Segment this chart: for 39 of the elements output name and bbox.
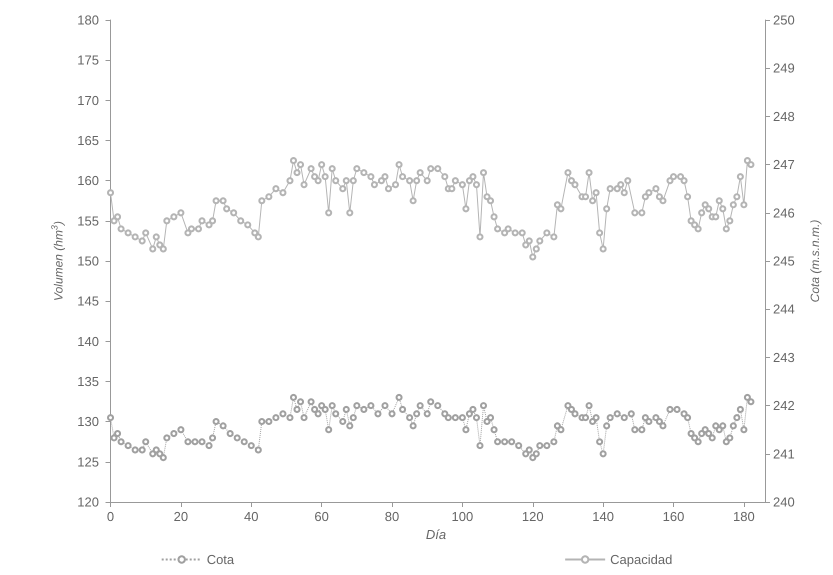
y-tick-label: 160	[77, 173, 99, 188]
x-tick-label: 120	[522, 509, 544, 524]
y-tick-label: 175	[77, 52, 99, 68]
y-tick-label: 130	[77, 414, 99, 430]
x-tick-label: 80	[384, 509, 400, 524]
x-tick-label: 0	[106, 509, 114, 524]
y2-tick-label: 247	[773, 157, 795, 172]
y2-tick-label: 241	[773, 446, 795, 462]
x-tick-label: 100	[452, 509, 474, 524]
y-tick-label: 180	[77, 12, 99, 28]
y2-tick-label: 246	[773, 205, 795, 220]
x-axis-title: Día	[426, 527, 446, 542]
y2-tick-label: 243	[773, 350, 795, 365]
y2-tick-label: 245	[773, 254, 795, 268]
x-tick-label: 160	[662, 509, 684, 524]
y2-tick-label: 250	[773, 12, 795, 28]
y-tick-label: 145	[77, 294, 99, 309]
legend-label: Capacidad	[610, 552, 672, 567]
x-tick-label: 180	[733, 509, 755, 524]
x-tick-label: 40	[244, 509, 258, 524]
y-tick-label: 125	[77, 454, 99, 470]
legend-label: Cota	[206, 552, 235, 567]
y-tick-label: 120	[77, 494, 99, 510]
y2-tick-label: 249	[773, 60, 795, 76]
y2-tick-label: 242	[773, 398, 795, 414]
y2-axis-title: Cota (m.s.n.m.)	[808, 220, 822, 302]
x-tick-label: 140	[592, 509, 614, 524]
y-tick-label: 135	[77, 374, 99, 389]
y-axis-title: Volumen (hm3)	[50, 221, 66, 301]
y-tick-label: 170	[77, 92, 99, 108]
y2-tick-label: 240	[773, 494, 795, 510]
y-tick-label: 140	[77, 334, 99, 349]
x-tick-label: 60	[314, 509, 329, 524]
y-tick-label: 155	[77, 213, 99, 228]
y-tick-label: 150	[77, 254, 99, 268]
y2-tick-label: 248	[773, 108, 795, 124]
y2-tick-label: 244	[773, 302, 795, 317]
y-tick-label: 165	[77, 133, 99, 148]
x-tick-label: 20	[174, 509, 188, 524]
